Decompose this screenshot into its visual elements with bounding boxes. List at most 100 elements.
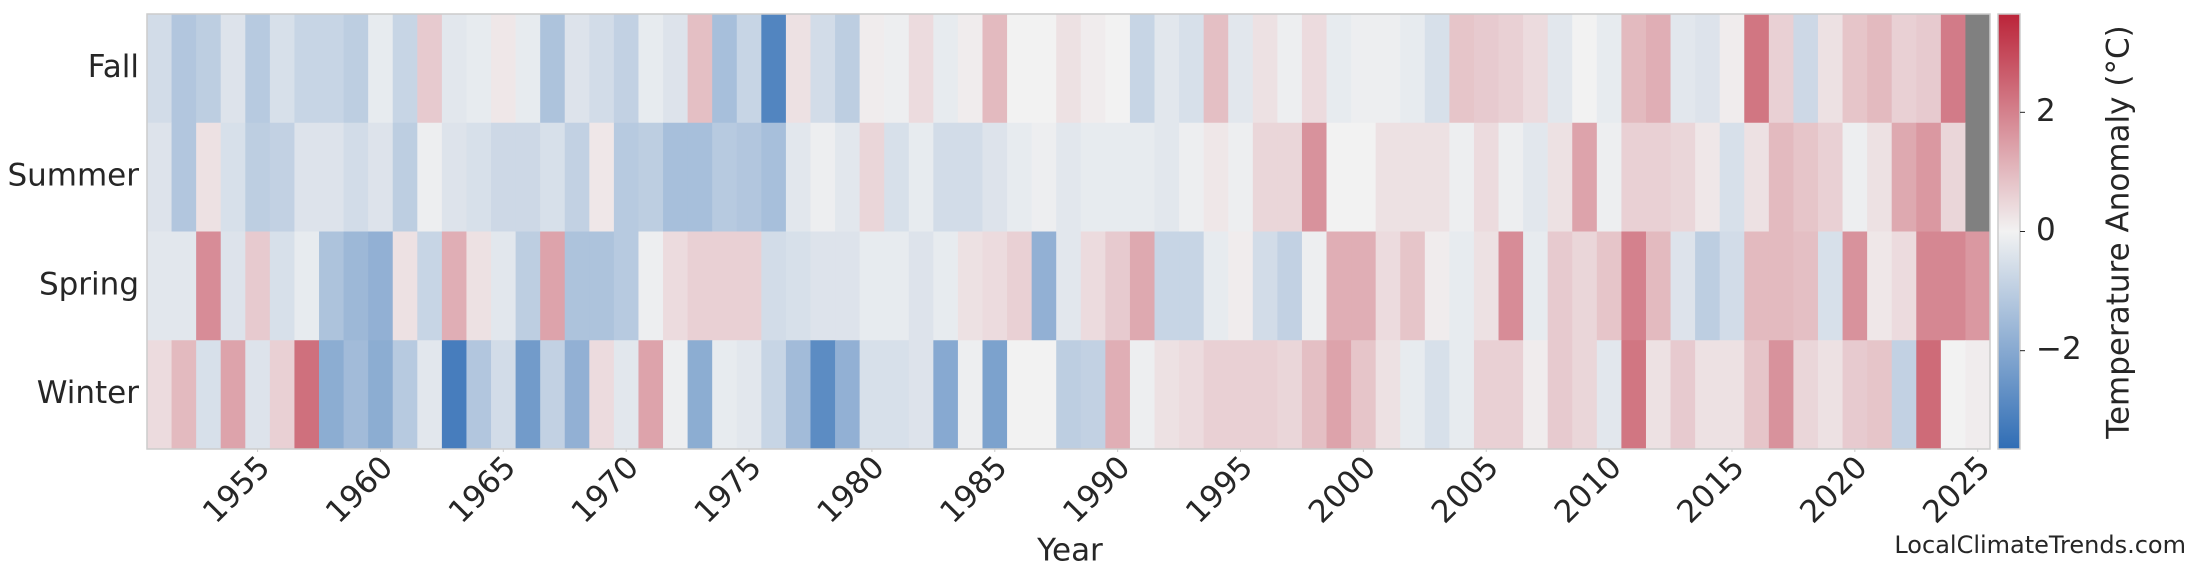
heatmap-cell xyxy=(687,340,713,450)
heatmap-cell xyxy=(1621,340,1647,450)
heatmap-cell xyxy=(1252,122,1278,232)
heatmap-cell xyxy=(1252,340,1278,450)
heatmap-cell xyxy=(1842,14,1868,124)
heatmap-cell xyxy=(1252,231,1278,341)
heatmap-cell xyxy=(663,340,689,450)
heatmap-cell xyxy=(835,14,861,124)
heatmap-cell xyxy=(147,122,173,232)
heatmap-cell xyxy=(1228,340,1254,450)
heatmap-cell xyxy=(171,340,197,450)
heatmap-cell xyxy=(589,14,615,124)
heatmap-cell xyxy=(171,14,197,124)
y-tick-label: Spring xyxy=(39,266,139,302)
heatmap-cell xyxy=(441,231,467,341)
heatmap-cell xyxy=(908,14,934,124)
heatmap-cell xyxy=(220,14,246,124)
heatmap-cell xyxy=(196,231,222,341)
heatmap-cell xyxy=(1277,231,1303,341)
x-tick-label: 1990 xyxy=(1056,449,1137,530)
heatmap-cell xyxy=(663,14,689,124)
heatmap-cell xyxy=(1695,122,1721,232)
x-tick-label: 1955 xyxy=(196,449,277,530)
heatmap-cell xyxy=(368,14,394,124)
y-tick-label: Winter xyxy=(37,375,139,411)
heatmap-cell xyxy=(1326,231,1352,341)
heatmap-cell xyxy=(1572,340,1598,450)
heatmap-cell xyxy=(417,122,443,232)
heatmap-cell xyxy=(613,14,639,124)
heatmap-cell xyxy=(1277,14,1303,124)
heatmap-cell xyxy=(1154,14,1180,124)
heatmap-cell xyxy=(540,14,566,124)
heatmap-cell xyxy=(417,14,443,124)
heatmap-cell xyxy=(613,340,639,450)
heatmap-cell xyxy=(515,14,541,124)
heatmap-cell xyxy=(785,122,811,232)
heatmap-cell xyxy=(1449,14,1475,124)
heatmap-cell xyxy=(1326,122,1352,232)
heatmap-cell xyxy=(736,231,762,341)
heatmap-cell xyxy=(835,340,861,450)
heatmap-cell xyxy=(687,231,713,341)
heatmap-cell xyxy=(491,340,517,450)
heatmap-cell xyxy=(171,231,197,341)
heatmap-cell xyxy=(957,231,983,341)
heatmap-cell xyxy=(687,122,713,232)
heatmap-cell xyxy=(613,231,639,341)
x-tick-label: 1970 xyxy=(565,449,646,530)
heatmap-cell xyxy=(491,122,517,232)
heatmap-cell xyxy=(466,14,492,124)
heatmap-cell xyxy=(220,231,246,341)
heatmap-cell xyxy=(1867,340,1893,450)
heatmap-cell xyxy=(1547,231,1573,341)
heatmap-cell xyxy=(441,122,467,232)
heatmap-cell xyxy=(1400,231,1426,341)
heatmap-cell xyxy=(1719,122,1745,232)
heatmap-cell xyxy=(1891,340,1917,450)
heatmap-cell xyxy=(638,14,664,124)
heatmap-cell xyxy=(319,14,345,124)
heatmap-cell xyxy=(933,231,959,341)
heatmap-cell xyxy=(663,122,689,232)
heatmap-cell xyxy=(859,340,885,450)
heatmap-cell xyxy=(1695,14,1721,124)
heatmap-cell xyxy=(1301,122,1328,232)
heatmap-cell xyxy=(1916,122,1942,232)
x-tick-label: 1975 xyxy=(687,449,768,530)
watermark: LocalClimateTrends.com xyxy=(1894,531,2186,559)
heatmap-cell xyxy=(1768,14,1794,124)
heatmap-cell xyxy=(1375,14,1401,124)
heatmap-cell xyxy=(1228,14,1254,124)
heatmap-cell xyxy=(1572,231,1598,341)
heatmap-cell xyxy=(1768,340,1794,450)
heatmap-cell xyxy=(1252,14,1278,124)
heatmap-cell xyxy=(1498,340,1524,450)
heatmap-cell xyxy=(785,231,811,341)
heatmap-cell xyxy=(1793,14,1819,124)
heatmap-cell xyxy=(859,122,885,232)
heatmap-cell xyxy=(1179,14,1205,124)
heatmap-cell xyxy=(1547,122,1573,232)
heatmap-cell xyxy=(1031,340,1057,450)
heatmap-cell xyxy=(147,14,173,124)
heatmap-cell xyxy=(1621,231,1647,341)
x-tick-label: 1960 xyxy=(319,449,400,530)
heatmap-cell xyxy=(1424,14,1450,124)
heatmap-cell xyxy=(908,122,934,232)
heatmap-cell xyxy=(1645,231,1672,341)
heatmap-cell xyxy=(1400,340,1426,450)
heatmap-cell xyxy=(245,231,271,341)
heatmap-cell xyxy=(196,14,222,124)
heatmap-cell xyxy=(1793,340,1819,450)
heatmap-cell xyxy=(1596,122,1622,232)
heatmap-cell xyxy=(245,340,271,450)
heatmap-cell xyxy=(982,14,1008,124)
heatmap-cell xyxy=(1645,340,1672,450)
heatmap-cell xyxy=(196,122,222,232)
heatmap-cell xyxy=(1547,14,1573,124)
heatmap-cell xyxy=(1449,340,1475,450)
heatmap-cell xyxy=(712,231,738,341)
heatmap-cell xyxy=(294,14,320,124)
heatmap-cell xyxy=(1547,340,1573,450)
